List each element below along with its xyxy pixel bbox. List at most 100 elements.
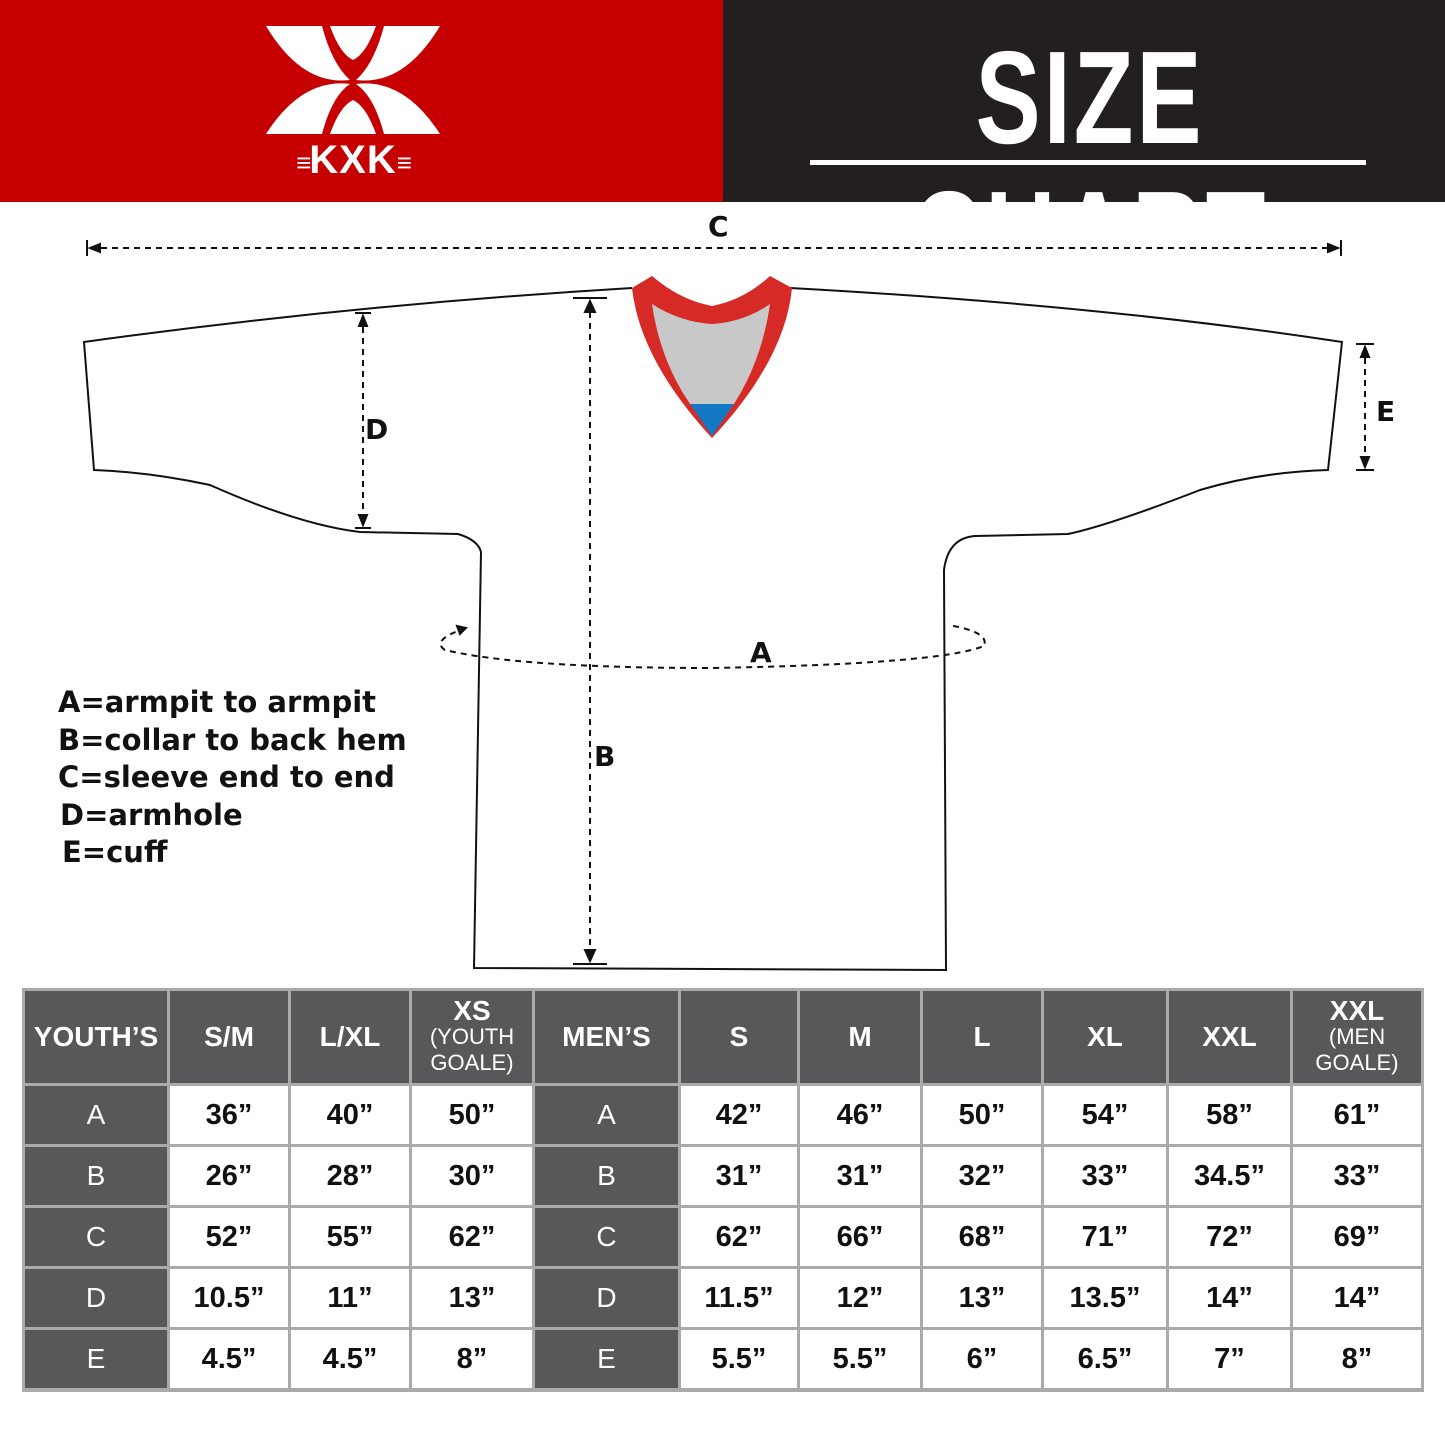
measurement-cell: 61” xyxy=(1290,1083,1424,1147)
measurement-cell: 62” xyxy=(678,1205,800,1269)
jersey-diagram xyxy=(82,240,1374,972)
header-title-panel xyxy=(723,0,1445,202)
size-label: XS xyxy=(453,995,491,1026)
size-header: L/XL xyxy=(288,988,412,1086)
measurement-legend: A=armpit to armpit B=collar to back hem … xyxy=(58,684,407,872)
measurement-cell: 62” xyxy=(409,1205,535,1269)
measurement-cell: 10.5” xyxy=(167,1266,291,1330)
measurement-cell: 8” xyxy=(1290,1327,1424,1392)
measurement-cell: 4.5” xyxy=(167,1327,291,1392)
measurement-cell: 13” xyxy=(409,1266,535,1330)
size-label: S xyxy=(729,1021,749,1052)
table-header-row: YOUTH’S S/M L/XL XS (YOUTH GOALE) MEN’S S… xyxy=(22,988,1424,1086)
youth-header: YOUTH’S xyxy=(22,988,170,1086)
dimension-label-b: B xyxy=(594,740,616,773)
measurement-cell: 33” xyxy=(1041,1144,1169,1208)
row-label: A xyxy=(22,1083,170,1147)
dimension-label-c: C xyxy=(708,210,729,243)
dimension-label-a: A xyxy=(750,636,772,669)
logo-text: KXK xyxy=(309,138,397,182)
table-row: E 4.5” 4.5” 8” E 5.5” 5.5” 6” 6.5” 7” 8” xyxy=(22,1327,1424,1392)
measurement-cell: 6.5” xyxy=(1041,1327,1169,1392)
measurement-cell: 5.5” xyxy=(678,1327,800,1392)
row-label: C xyxy=(22,1205,170,1269)
measurement-cell: 31” xyxy=(797,1144,923,1208)
legend-item-c: C=sleeve end to end xyxy=(58,760,395,794)
collar-blue xyxy=(690,404,734,436)
men-header: MEN’S xyxy=(532,988,681,1086)
size-label: L/XL xyxy=(319,1021,381,1052)
measurement-cell: 36” xyxy=(167,1083,291,1147)
table-row: D 10.5” 11” 13” D 11.5” 12” 13” 13.5” 14” 14” xyxy=(22,1266,1424,1330)
measurement-cell: 8” xyxy=(409,1327,535,1392)
size-header: XXL xyxy=(1166,988,1293,1086)
size-label: XXL xyxy=(1329,995,1385,1026)
row-label: C xyxy=(532,1205,681,1269)
measurement-cell: 69” xyxy=(1290,1205,1424,1269)
measurement-cell: 33” xyxy=(1290,1144,1424,1208)
size-sublabel: (MEN GOALE) xyxy=(1315,1024,1399,1075)
measurement-cell: 52” xyxy=(167,1205,291,1269)
logo-wordmark: ≡KXK≡ xyxy=(296,138,412,182)
measurement-cell: 34.5” xyxy=(1166,1144,1293,1208)
measurement-cell: 32” xyxy=(920,1144,1044,1208)
row-label: B xyxy=(532,1144,681,1208)
measurement-cell: 66” xyxy=(797,1205,923,1269)
row-label: D xyxy=(532,1266,681,1330)
size-label: M xyxy=(848,1021,872,1052)
jersey-outline xyxy=(82,287,1344,972)
size-header: M xyxy=(797,988,923,1086)
row-label: E xyxy=(532,1327,681,1392)
row-label: E xyxy=(22,1327,170,1392)
size-sublabel: (YOUTH GOALE) xyxy=(429,1024,515,1075)
measurement-cell: 14” xyxy=(1290,1266,1424,1330)
row-label: A xyxy=(532,1083,681,1147)
table-row: B 26” 28” 30” B 31” 31” 32” 33” 34.5” 33” xyxy=(22,1144,1424,1208)
collar-inner xyxy=(652,304,770,404)
page-title: SIZE CHART xyxy=(911,24,1269,311)
measurement-cell: 12” xyxy=(797,1266,923,1330)
measurement-cell: 26” xyxy=(167,1144,291,1208)
size-header: S/M xyxy=(167,988,291,1086)
size-label: L xyxy=(973,1021,991,1052)
size-header: XL xyxy=(1041,988,1169,1086)
size-header: XXL (MEN GOALE) xyxy=(1290,988,1424,1086)
measurement-cell: 42” xyxy=(678,1083,800,1147)
size-label: XL xyxy=(1087,1021,1123,1052)
title-underline xyxy=(810,160,1366,165)
measurement-cell: 14” xyxy=(1166,1266,1293,1330)
size-label: S/M xyxy=(204,1021,254,1052)
measurement-cell: 50” xyxy=(409,1083,535,1147)
measurement-cell: 4.5” xyxy=(288,1327,412,1392)
row-label: B xyxy=(22,1144,170,1208)
size-header: S xyxy=(678,988,800,1086)
measurement-cell: 11.5” xyxy=(678,1266,800,1330)
measurement-cell: 55” xyxy=(288,1205,412,1269)
measurement-cell: 71” xyxy=(1041,1205,1169,1269)
table-row: C 52” 55” 62” C 62” 66” 68” 71” 72” 69” xyxy=(22,1205,1424,1269)
legend-item-d: D=armhole xyxy=(60,797,243,832)
dimension-label-d: D xyxy=(365,413,389,446)
measurement-cell: 54” xyxy=(1041,1083,1169,1147)
measurement-cell: 31” xyxy=(678,1144,800,1208)
measurement-cell: 11” xyxy=(288,1266,412,1330)
measurement-cell: 13.5” xyxy=(1041,1266,1169,1330)
table-row: A 36” 40” 50” A 42” 46” 50” 54” 58” 61” xyxy=(22,1083,1424,1147)
row-label: D xyxy=(22,1266,170,1330)
measurement-cell: 58” xyxy=(1166,1083,1293,1147)
measurement-cell: 30” xyxy=(409,1144,535,1208)
size-header: XS (YOUTH GOALE) xyxy=(409,988,535,1086)
legend-item-b: B=collar to back hem xyxy=(58,722,407,757)
measurement-cell: 50” xyxy=(920,1083,1044,1147)
measurement-cell: 68” xyxy=(920,1205,1044,1269)
measurement-cell: 40” xyxy=(288,1083,412,1147)
measurement-cell: 72” xyxy=(1166,1205,1293,1269)
size-label: XXL xyxy=(1202,1021,1257,1052)
size-header: L xyxy=(920,988,1044,1086)
kxk-logo-icon xyxy=(266,26,440,134)
legend-item-a: A=armpit to armpit xyxy=(58,685,377,719)
legend-item-e: E=cuff xyxy=(62,835,168,869)
measurement-cell: 7” xyxy=(1166,1327,1293,1392)
size-table: YOUTH’S S/M L/XL XS (YOUTH GOALE) MEN’S S… xyxy=(22,988,1424,1392)
measurement-cell: 5.5” xyxy=(797,1327,923,1392)
